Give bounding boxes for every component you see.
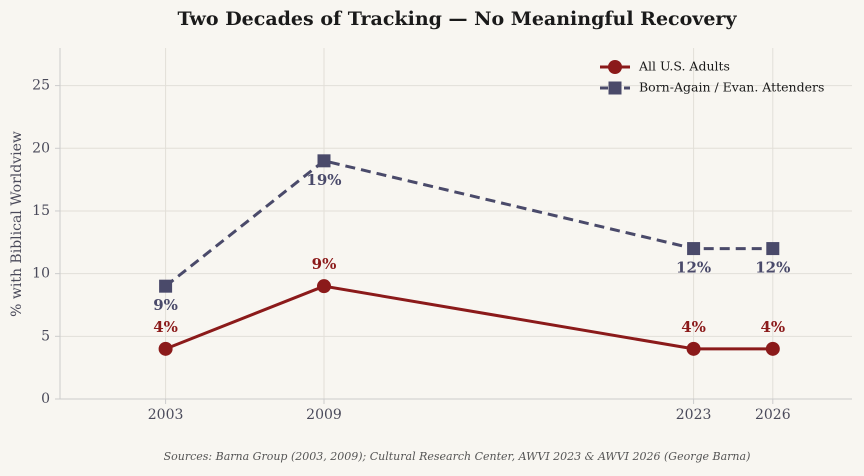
- x-tick-label: 2026: [755, 407, 791, 423]
- data-point: [317, 154, 331, 168]
- y-axis-label: % with Biblical Worldview: [9, 131, 25, 317]
- data-point: [686, 341, 701, 356]
- y-tick-label: 25: [32, 78, 50, 94]
- x-tick-label: 2009: [306, 407, 342, 423]
- data-label: 9%: [153, 296, 178, 314]
- data-label: 4%: [760, 318, 785, 336]
- data-label: 12%: [676, 259, 711, 277]
- legend-marker: [608, 81, 622, 95]
- data-point: [766, 242, 780, 256]
- y-tick-label: 20: [32, 140, 50, 156]
- y-tick-label: 0: [41, 391, 50, 407]
- x-tick-label: 2023: [676, 407, 712, 423]
- series-line: [165, 284, 773, 351]
- series-line: [164, 159, 773, 288]
- y-tick-label: 15: [32, 203, 50, 219]
- legend-label: All U.S. Adults: [638, 59, 730, 74]
- data-point: [158, 341, 173, 356]
- x-tick-label: 2003: [148, 407, 184, 423]
- data-point: [765, 341, 780, 356]
- data-label: 19%: [306, 171, 341, 189]
- y-tick-label: 10: [32, 266, 50, 282]
- legend-marker: [608, 60, 622, 74]
- data-point: [317, 279, 331, 294]
- data-label: 4%: [681, 318, 706, 336]
- legend-label: Born-Again / Evan. Attenders: [639, 80, 824, 95]
- data-point: [159, 279, 173, 293]
- source-note: Sources: Barna Group (2003, 2009); Cultu…: [164, 450, 751, 463]
- data-label: 9%: [312, 255, 337, 273]
- chart-title: Two Decades of Tracking — No Meaningful …: [178, 8, 738, 30]
- data-label: 4%: [153, 318, 178, 336]
- data-point: [687, 242, 701, 256]
- y-tick-label: 5: [41, 328, 50, 344]
- data-label: 12%: [755, 259, 790, 277]
